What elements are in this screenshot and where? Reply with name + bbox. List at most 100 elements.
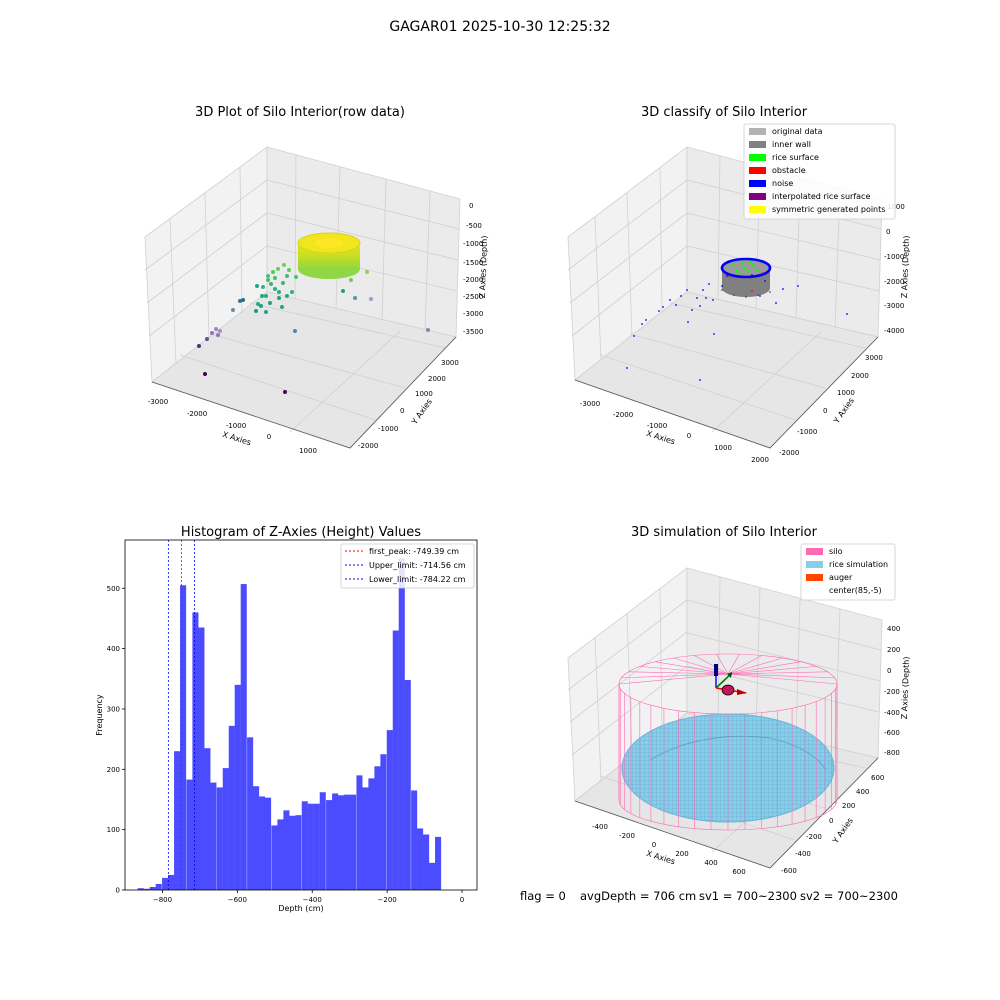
hist-bar	[162, 877, 169, 890]
panel1-scatter-points	[197, 263, 430, 394]
footer-sv2: sv2 = 700~2300	[800, 889, 898, 903]
silo-roof-rib	[727, 654, 740, 675]
legend-label: center(85,-5)	[829, 586, 882, 595]
panel4-z-ticks: 400 200 0 -200 -400 -600 -800	[884, 625, 900, 757]
y-tick-label: 3000	[865, 354, 883, 362]
silo-roof-rib	[628, 671, 729, 675]
y-tick-label: -400	[795, 850, 811, 858]
z-tick-label: -3000	[884, 302, 904, 310]
z-tick-label: -2500	[463, 293, 483, 301]
noise-point	[687, 321, 689, 323]
hist-bar	[307, 803, 314, 890]
x-tick-label: 200	[675, 850, 688, 858]
panel2-x-ticks: -3000 -2000 -1000 0 1000 2000	[580, 400, 769, 464]
x-tick-label: 1000	[299, 447, 317, 455]
noise-point	[702, 289, 704, 291]
hist-x-ticks: −800 −600 −400 −200 0	[153, 890, 464, 904]
silo-roof-rib	[727, 657, 783, 675]
legend-label: obstacle	[772, 166, 806, 175]
hist-bar	[386, 730, 393, 890]
y-tick-label: -2000	[779, 449, 799, 457]
x-tick-label: -2000	[187, 410, 207, 418]
raw-data-point	[264, 294, 268, 298]
legend-frame	[340, 543, 475, 589]
panel2-silo-wall	[720, 257, 772, 297]
raw-data-point	[254, 309, 258, 313]
hist-bar	[271, 825, 278, 890]
raw-data-point	[341, 289, 345, 293]
panel4-auger	[714, 664, 747, 696]
legend-frame	[800, 543, 896, 601]
hist-y-tick-label: 200	[107, 766, 120, 774]
hist-y-tick-label: 500	[107, 585, 120, 593]
raw-data-point	[214, 327, 218, 331]
hist-y-tick-label: 0	[116, 887, 120, 895]
hist-bar	[435, 836, 442, 890]
legend-swatch	[749, 141, 766, 148]
x-tick-label: 0	[687, 432, 691, 440]
panel1-z-ticks: 0 -500 -1000 -1500 -2000 -2500 -3000 -35…	[463, 202, 483, 336]
hist-bar	[326, 800, 333, 890]
hist-bar	[319, 792, 326, 890]
hist-bar	[301, 801, 308, 890]
hist-bar	[198, 627, 205, 890]
raw-data-point	[281, 281, 285, 285]
panel1-axes-edges	[151, 336, 457, 449]
noise-point	[626, 367, 628, 369]
raw-data-point	[282, 263, 286, 267]
footer-avg-depth: avgDepth = 706 cm	[580, 889, 696, 903]
rice-surface-ridge	[649, 735, 827, 771]
noise-point	[713, 333, 715, 335]
y-tick-label: 2000	[428, 375, 446, 383]
x-tick-label: -1000	[647, 422, 667, 430]
hist-bar	[228, 725, 235, 890]
auger-axis-y-head	[727, 672, 732, 678]
hist-bar	[143, 888, 150, 890]
panel4-x-label: X Axies	[645, 849, 676, 866]
panel4-z-label: Z Axies (Depth)	[900, 656, 911, 719]
noise-point	[726, 275, 728, 277]
silo-roof-rib	[716, 654, 729, 675]
x-tick-label: 600	[732, 868, 745, 876]
z-tick-label: -3500	[463, 328, 483, 336]
hist-bar	[234, 684, 241, 890]
noise-point	[846, 313, 848, 315]
y-tick-label: 600	[871, 774, 884, 782]
z-tick-label: 1000	[887, 203, 905, 211]
raw-data-point	[277, 296, 281, 300]
panel1-silo-disk	[297, 232, 361, 279]
noise-point	[641, 323, 643, 325]
legend-label: original data	[772, 127, 823, 136]
hist-bar	[259, 796, 266, 890]
hist-bar	[356, 775, 363, 890]
hist-bar	[429, 862, 436, 890]
noise-point	[751, 274, 753, 276]
raw-data-point	[273, 276, 277, 280]
raw-data-point	[218, 329, 222, 333]
raw-data-point	[369, 297, 373, 301]
noise-point	[691, 309, 693, 311]
inner-wall-rim	[720, 257, 772, 279]
noise-point	[645, 319, 647, 321]
panel2-gridlines	[567, 155, 882, 433]
hist-bar	[180, 585, 187, 890]
raw-data-point	[203, 372, 207, 376]
raw-data-point	[231, 308, 235, 312]
panel2-scatter-points	[626, 260, 848, 381]
rice-surface-point	[751, 263, 755, 267]
x-tick-label: 1000	[714, 444, 732, 452]
panel3-title: Histogram of Z-Axies (Height) Values	[181, 525, 421, 540]
hist-bar	[174, 751, 181, 890]
raw-data-point	[210, 331, 214, 335]
y-tick-label: 2000	[851, 372, 869, 380]
noise-point	[680, 295, 682, 297]
raw-data-point	[266, 278, 270, 282]
hist-bar	[247, 737, 254, 890]
hist-x-tick-label: −400	[303, 896, 322, 904]
rice-surface-point	[740, 261, 744, 265]
hist-bar	[411, 790, 418, 890]
panel4-x-ticks: -400 -200 0 200 400 600	[592, 823, 746, 876]
hist-bar	[350, 794, 357, 890]
rice-surface-point	[746, 269, 750, 273]
